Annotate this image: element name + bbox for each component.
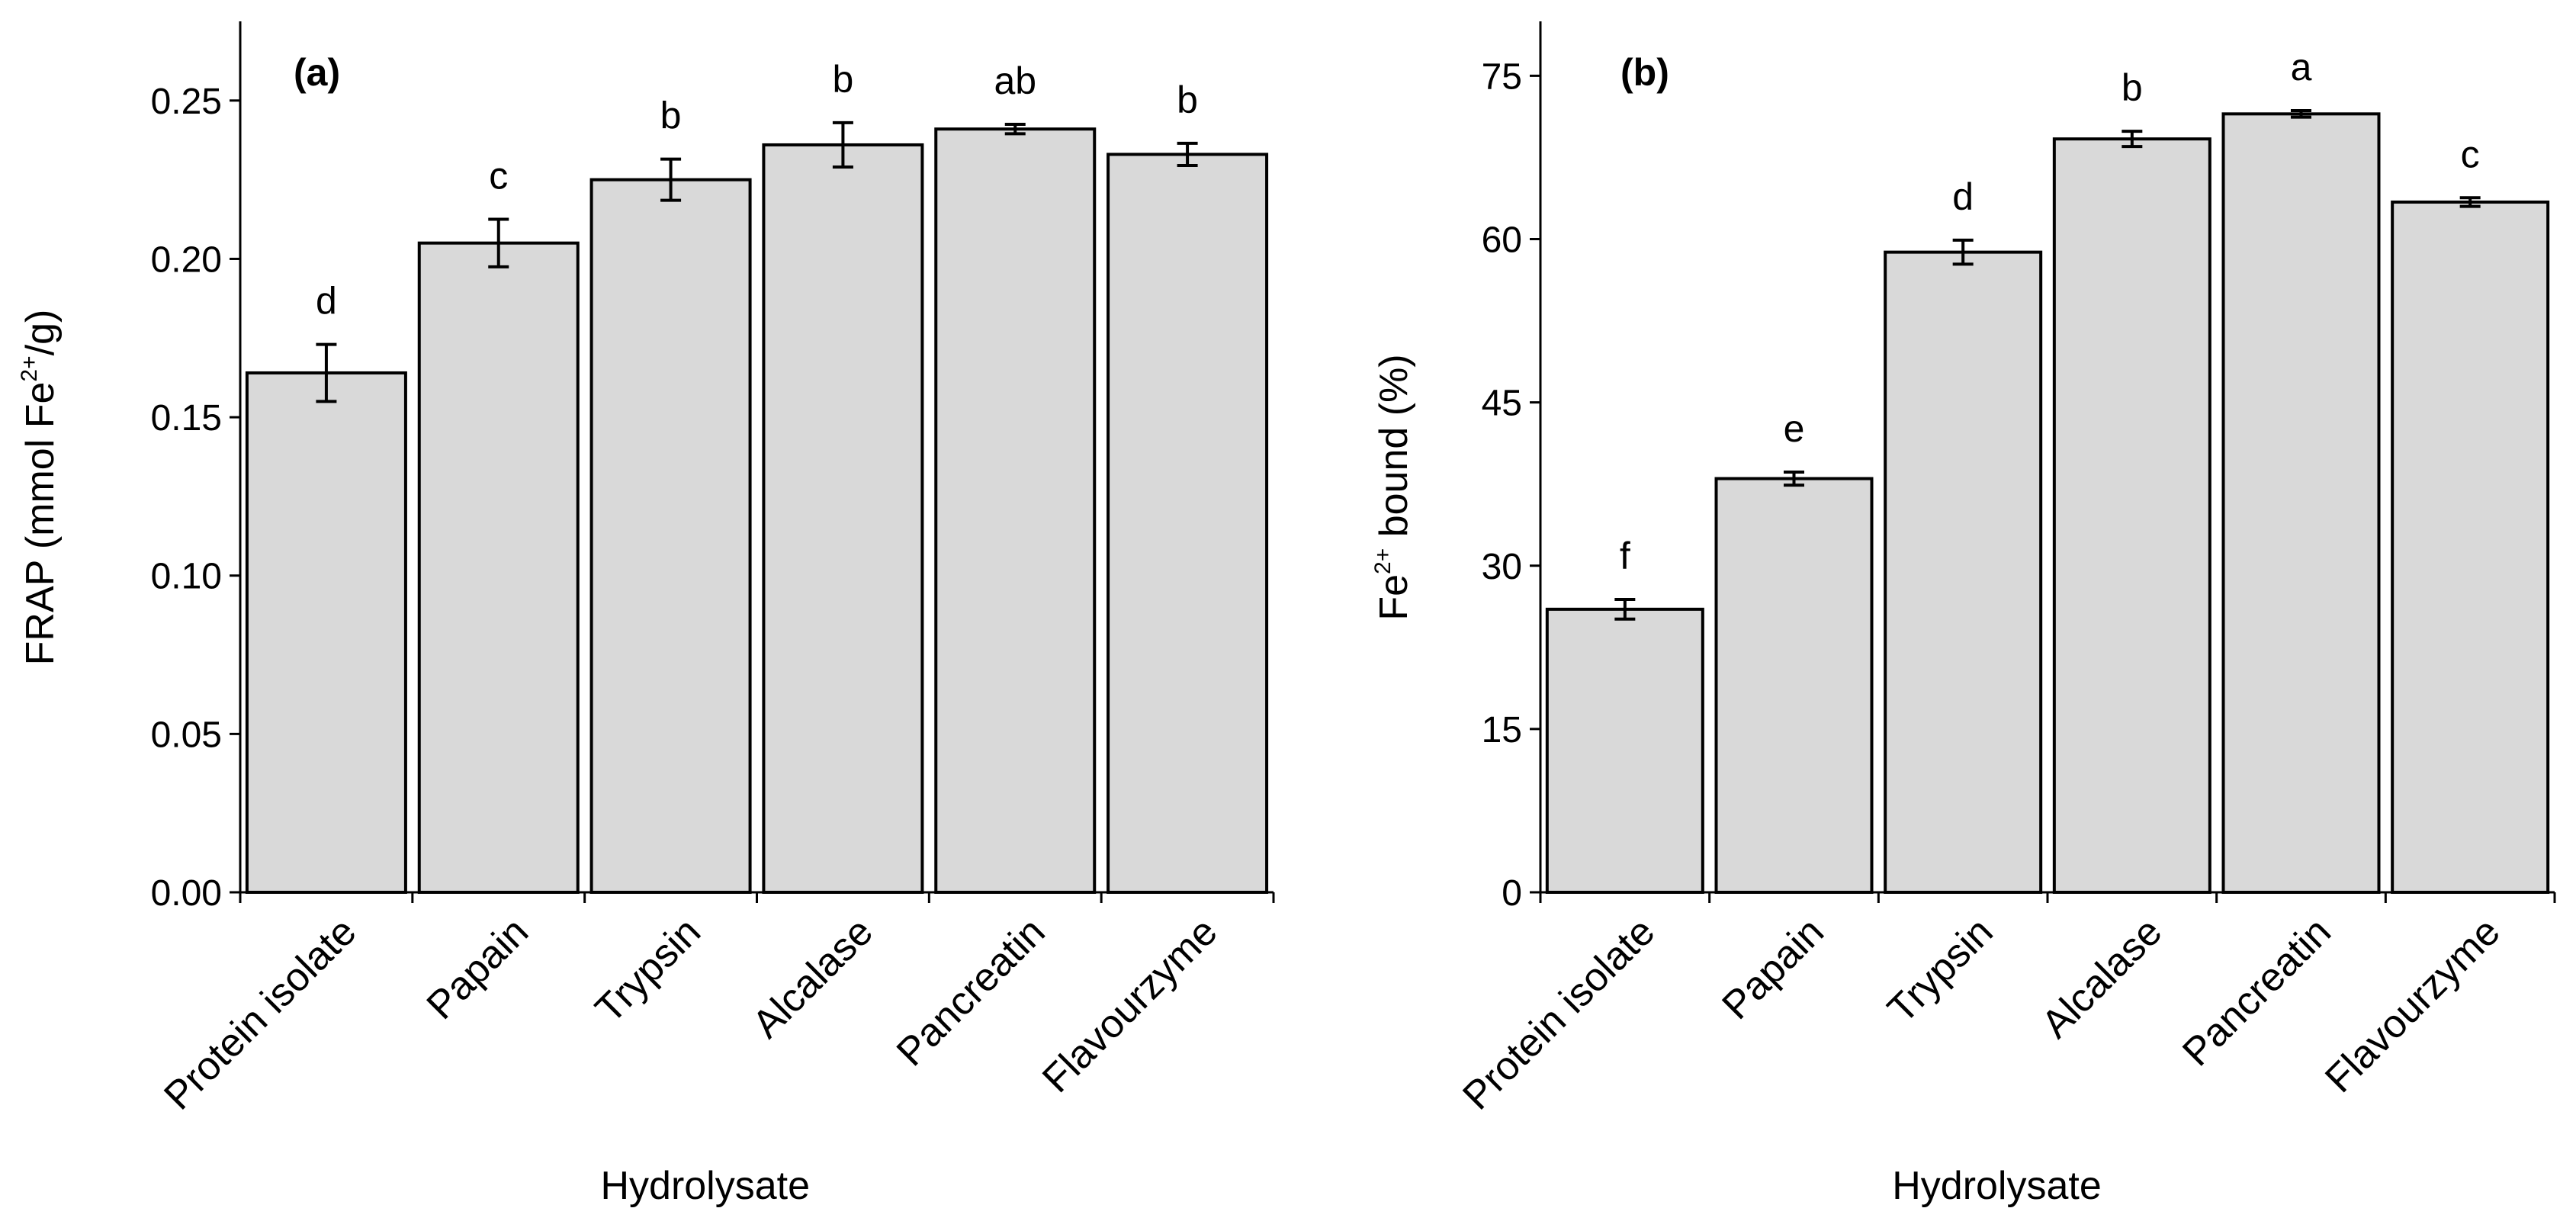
y-tick-label: 75 <box>1482 56 1522 97</box>
x-tick-label: Protein isolate <box>1454 909 1663 1118</box>
y-tick-label: 0.05 <box>151 715 222 755</box>
bar <box>2221 112 2381 894</box>
bar <box>417 241 580 894</box>
significance-letter: e <box>1784 407 1805 450</box>
y-axis-title: Fe2+ bound (%) <box>1370 354 1416 620</box>
x-tick-label: Papain <box>419 909 538 1028</box>
bar <box>2052 137 2211 895</box>
y-tick-label: 0.20 <box>151 239 222 280</box>
y-tick-label: 0.10 <box>151 557 222 597</box>
significance-letter: d <box>1952 175 1974 218</box>
x-tick-label: Flavourzyme <box>1034 909 1225 1101</box>
y-axis-title-text: FRAP (mmol Fe <box>18 382 63 666</box>
y-tick-label: 0.00 <box>151 873 222 914</box>
x-axis-title: Hydrolysate <box>1892 1164 2102 1208</box>
bar <box>2391 200 2550 894</box>
x-tick-label: Pancreatin <box>888 909 1054 1075</box>
significance-letter: ab <box>994 59 1036 102</box>
significance-letter: f <box>1620 535 1630 577</box>
y-tick-label: 60 <box>1482 220 1522 261</box>
significance-letter: b <box>2122 66 2143 109</box>
x-tick-label: Flavourzyme <box>2317 909 2508 1101</box>
x-tick-label: Trypsin <box>1879 909 2001 1031</box>
y-tick-label: 0 <box>1502 873 1522 914</box>
significance-letter: b <box>833 58 854 101</box>
x-tick-label: Alcalase <box>2033 909 2170 1046</box>
y-tick-label: 0.15 <box>151 398 222 439</box>
significance-letter: b <box>660 95 682 137</box>
bar <box>1714 477 1874 894</box>
bar <box>589 178 752 895</box>
bar <box>245 371 407 895</box>
x-tick-label: Trypsin <box>587 909 709 1031</box>
significance-letter: d <box>316 280 337 323</box>
y-axis-title-text: /g) <box>18 310 63 356</box>
significance-letter: a <box>2291 46 2312 88</box>
chart-panel-b: f Protein isolate e Papain d Trypsin b Alcalase… <box>1370 21 2556 1208</box>
y-axis-title: FRAP (mmol Fe2+/g) <box>17 310 63 666</box>
bar <box>1884 250 2043 894</box>
significance-letter: c <box>489 155 508 198</box>
significance-letter: c <box>2461 133 2480 175</box>
panel-label: (a) <box>294 51 340 94</box>
bar <box>1107 153 1269 894</box>
y-axis-title-text: bound (%) <box>1372 354 1416 548</box>
chart-panel-a: d Protein isolate c Papain b Trypsin b Alcalase… <box>17 21 1275 1208</box>
y-tick-label: 0.25 <box>151 82 222 122</box>
x-tick-label: Protein isolate <box>156 909 365 1118</box>
y-tick-label: 15 <box>1482 710 1522 750</box>
y-axis-title-superscript: 2+ <box>1370 548 1396 574</box>
significance-letter: b <box>1177 79 1198 121</box>
y-axis-title-text: Fe <box>1372 574 1416 621</box>
x-axis-title: Hydrolysate <box>600 1164 810 1208</box>
bar <box>1545 607 1704 894</box>
bar <box>934 127 1097 894</box>
x-tick-label: Papain <box>1714 909 1832 1028</box>
bar <box>762 143 924 894</box>
panel-label: (b) <box>1620 51 1669 94</box>
x-tick-label: Pancreatin <box>2174 909 2340 1075</box>
y-tick-label: 30 <box>1482 547 1522 587</box>
x-tick-label: Alcalase <box>744 909 882 1046</box>
y-axis-title-superscript: 2+ <box>17 355 42 381</box>
y-tick-label: 45 <box>1482 384 1522 424</box>
